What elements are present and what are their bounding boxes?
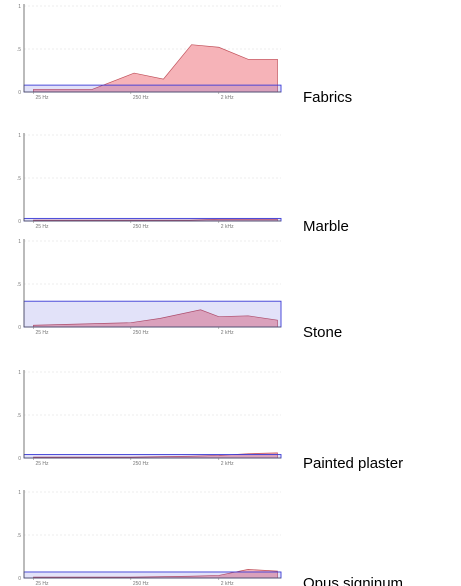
y-tick-label: 1 [18,239,21,245]
y-tick-label: 0 [18,90,21,96]
y-tick-label: .5 [17,533,21,539]
y-tick-label: 1 [18,370,21,376]
x-tick-label: 2 kHz [221,95,234,101]
x-tick-label: 250 Hz [133,461,149,467]
band [23,300,282,328]
x-tick-label: 2 kHz [221,461,234,467]
chart-title: Marble [303,218,349,235]
y-tick-label: 1 [18,490,21,496]
x-tick-label: 2 kHz [221,581,234,586]
y-tick-label: .5 [17,47,21,53]
y-tick-label: 0 [18,219,21,225]
y-tick-label: .5 [17,176,21,182]
band [23,571,282,579]
x-tick-label: 25 Hz [35,95,49,101]
band [23,84,282,93]
x-tick-label: 250 Hz [133,224,149,230]
x-tick-label: 25 Hz [35,461,49,467]
x-tick-label: 2 kHz [221,224,234,230]
y-tick-label: 1 [18,4,21,10]
chart-title: Fabrics [303,89,352,106]
y-tick-label: 0 [18,456,21,462]
x-tick-label: 25 Hz [35,330,49,336]
y-tick-label: .5 [17,282,21,288]
x-tick-label: 25 Hz [35,224,49,230]
y-tick-label: 1 [18,133,21,139]
y-tick-label: .5 [17,413,21,419]
x-tick-label: 2 kHz [221,330,234,336]
band [23,454,282,459]
x-tick-label: 250 Hz [133,330,149,336]
chart-title: Opus signinum [303,575,403,586]
x-tick-label: 25 Hz [35,581,49,586]
chart-title: Painted plaster [303,455,403,472]
x-tick-label: 250 Hz [133,95,149,101]
x-tick-label: 250 Hz [133,581,149,586]
chart-title: Stone [303,324,342,341]
y-tick-label: 0 [18,576,21,582]
y-tick-label: 0 [18,325,21,331]
